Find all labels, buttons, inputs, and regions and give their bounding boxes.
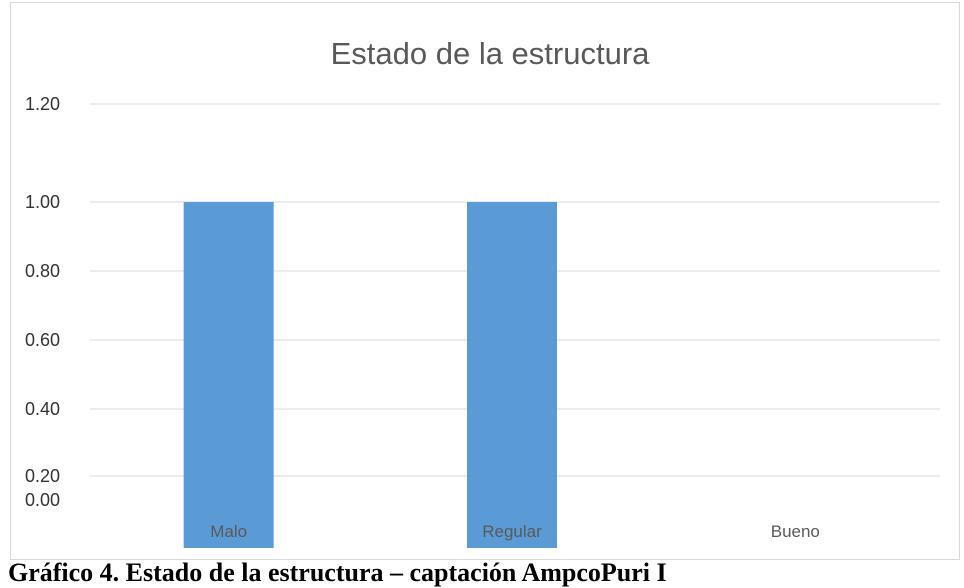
bar-regular xyxy=(467,202,557,548)
y-tick-label: 0.80 xyxy=(25,261,60,281)
bar-malo xyxy=(183,202,274,548)
y-tick-label: 1.00 xyxy=(25,192,60,212)
y-axis-ticks: 0.00 0.20 0.40 0.60 0.80 1.00 1.20 xyxy=(25,94,60,510)
y-tick-label: 0.00 xyxy=(25,490,60,510)
x-category-label: Malo xyxy=(210,522,247,541)
y-tick-label: 1.20 xyxy=(25,94,60,114)
y-tick-label: 0.40 xyxy=(25,399,60,419)
figure-caption: Gráfico 4. Estado de la estructura – cap… xyxy=(8,558,667,587)
y-tick-label: 0.60 xyxy=(25,330,60,350)
x-category-label: Bueno xyxy=(771,522,820,541)
x-axis-categories: Malo Regular Bueno xyxy=(210,522,820,541)
y-tick-label: 0.20 xyxy=(25,466,60,486)
chart-title: Estado de la estructura xyxy=(331,36,651,71)
bars xyxy=(183,202,557,548)
x-category-label: Regular xyxy=(482,522,542,541)
